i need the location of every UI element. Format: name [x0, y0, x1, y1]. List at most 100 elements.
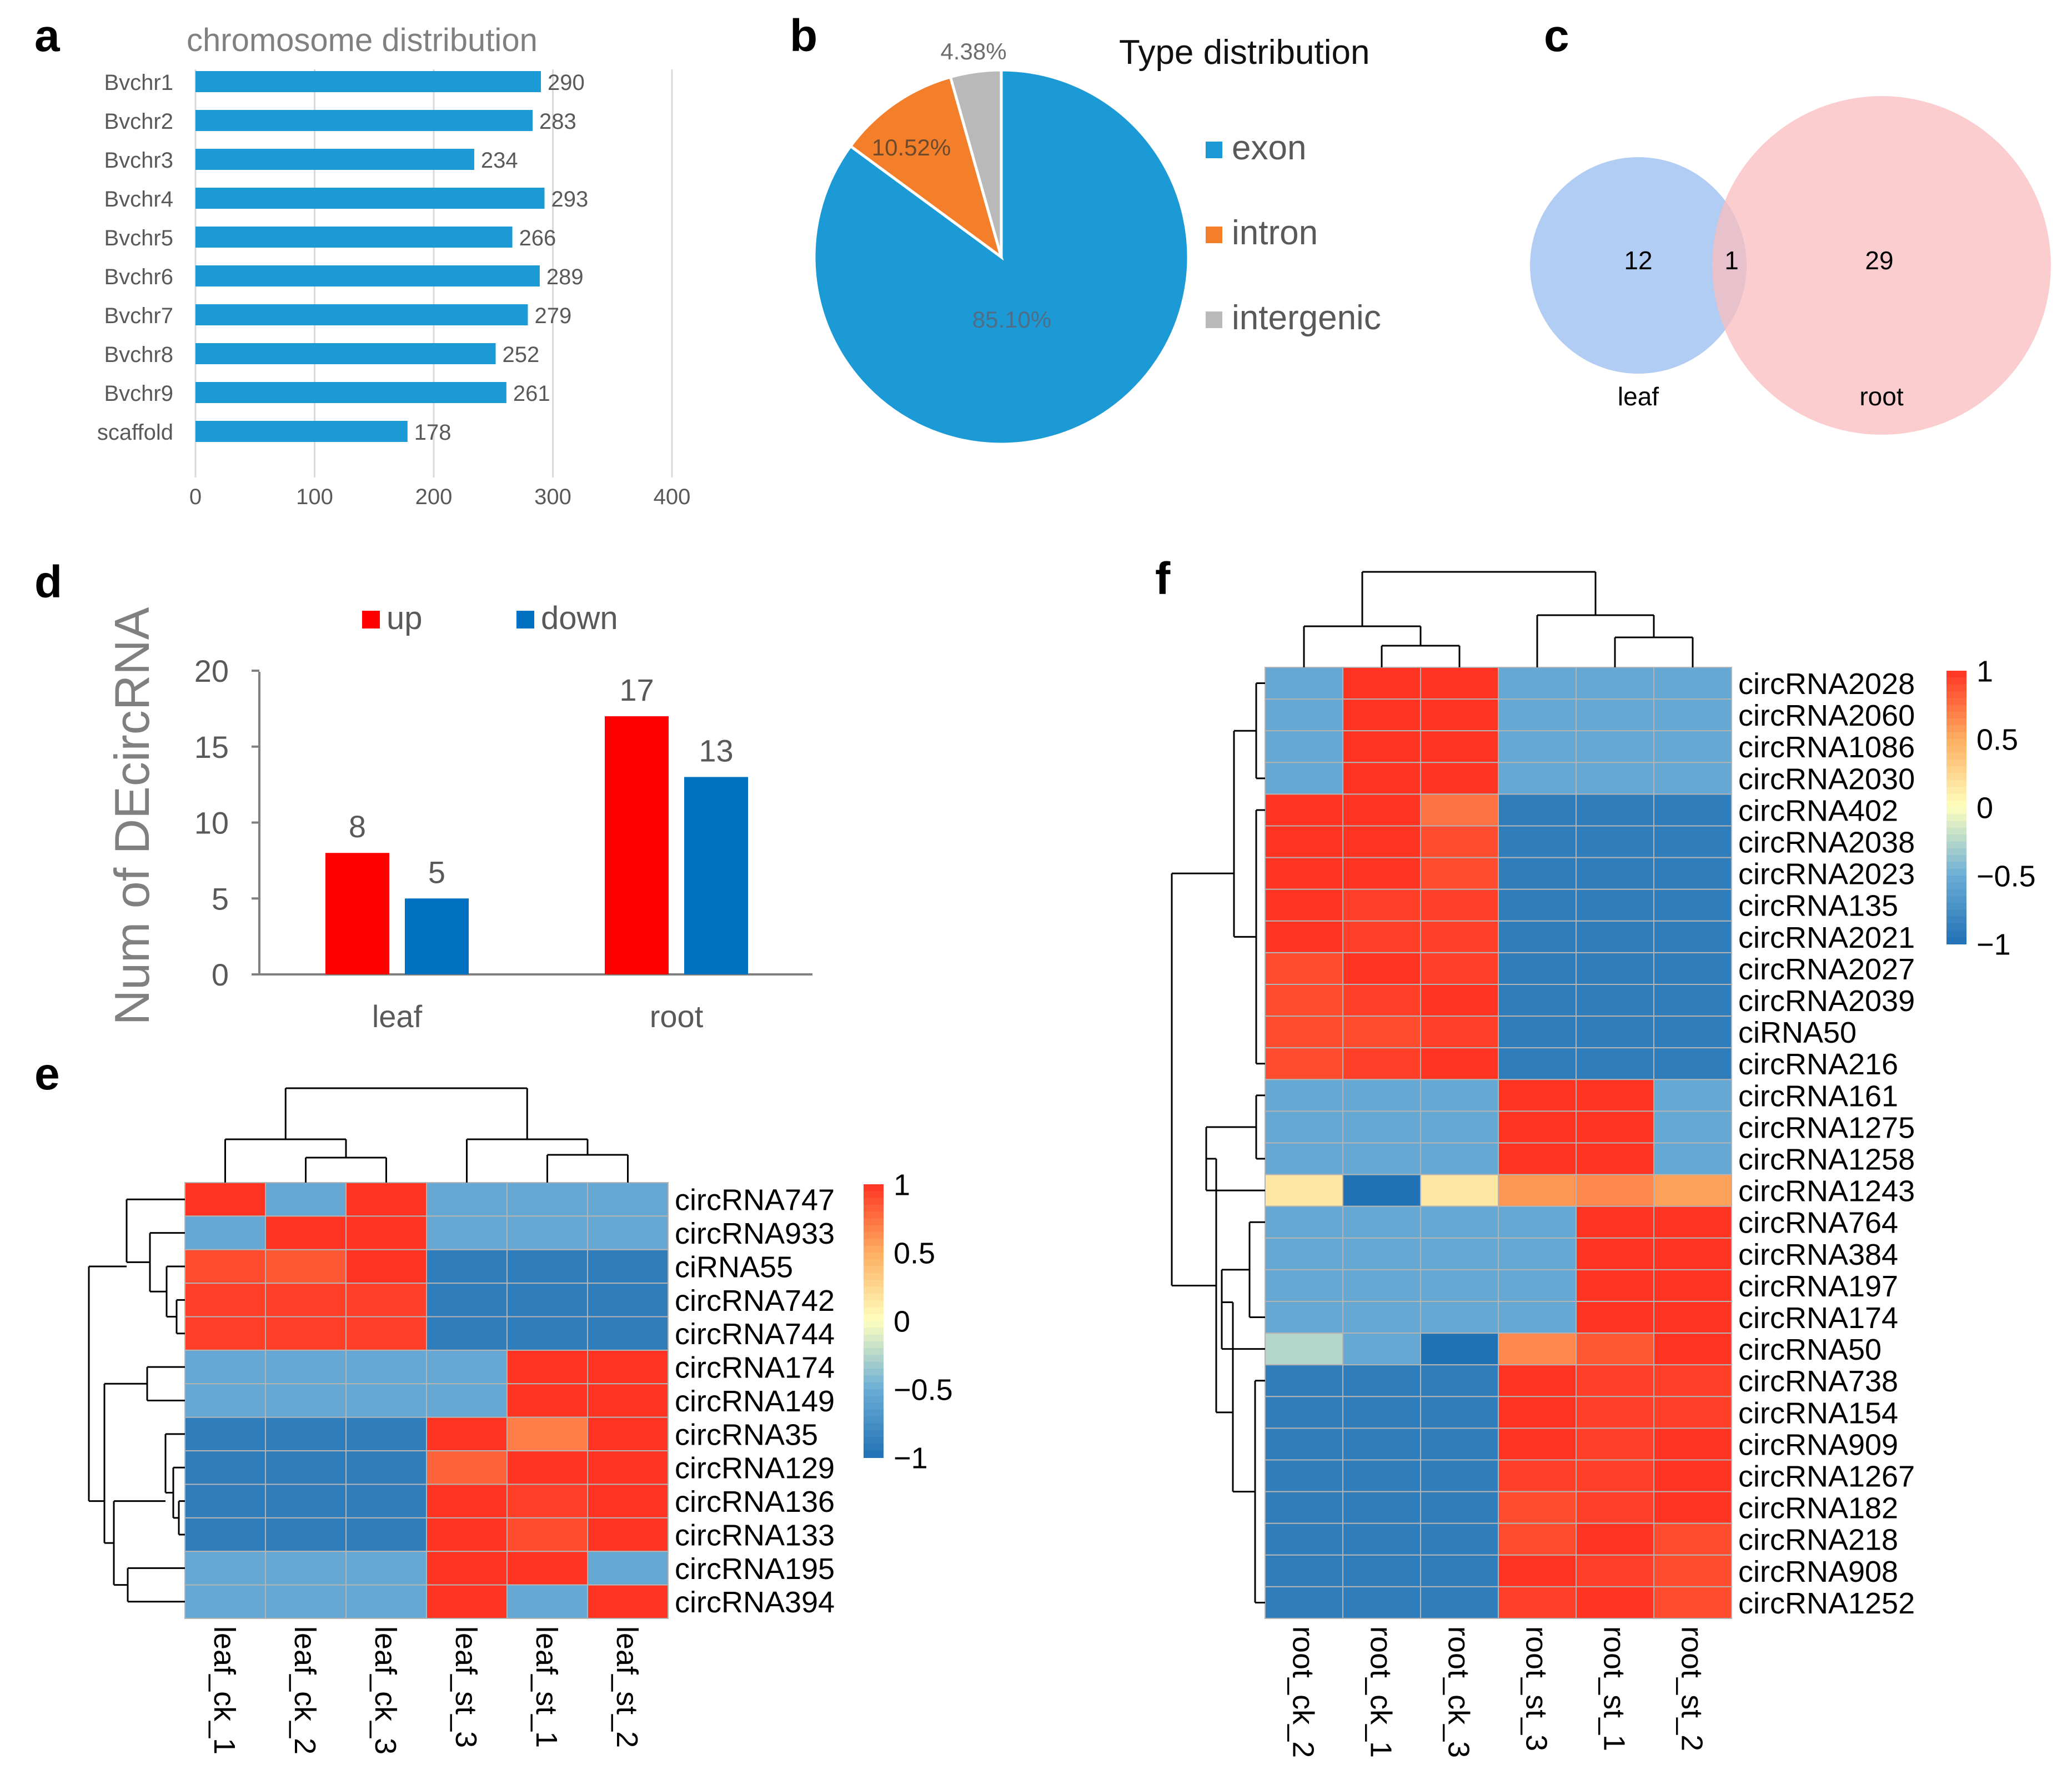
column-dendrogram-branch — [546, 1154, 629, 1183]
heatmap-cell — [1265, 1269, 1343, 1302]
heatmap-cell — [1265, 1301, 1343, 1334]
bar-value-label: 293 — [551, 187, 588, 212]
row-label: circRNA1258 — [1738, 1143, 1915, 1176]
row-label: circRNA216 — [1738, 1048, 1898, 1081]
colorbar-segment — [1946, 773, 1966, 781]
colorbar-segment — [864, 1307, 884, 1315]
heatmap-cell — [587, 1182, 669, 1217]
colorbar-segment — [864, 1382, 884, 1390]
heatmap-cell — [1342, 1015, 1421, 1049]
heatmap-cell — [345, 1316, 427, 1351]
heatmap-cell — [587, 1249, 669, 1284]
heatmap-cell — [1342, 1396, 1421, 1429]
heatmap-cell — [1420, 857, 1499, 890]
heatmap-cell — [506, 1283, 588, 1318]
category-label: Bvchr6 — [104, 265, 174, 289]
column-dendrogram-branch — [224, 1138, 347, 1183]
heatmap-cell — [1576, 1205, 1654, 1239]
bar-chart-chromosome: chromosome distribution 0 100 200 300 400 Bvch… — [97, 22, 691, 509]
heatmap-cell — [426, 1249, 508, 1284]
heatmap-cell — [1653, 1301, 1732, 1334]
colorbar-tick-label: 1 — [1976, 655, 1993, 688]
bar — [195, 149, 474, 170]
heatmap-cell — [1420, 825, 1499, 858]
heatmap-cell — [345, 1517, 427, 1552]
heatmap-cell — [1342, 730, 1421, 763]
x-tick-label: 300 — [534, 485, 571, 509]
heatmap-cell — [426, 1316, 508, 1351]
heatmap-cell — [1653, 857, 1732, 890]
colorbar-segment — [864, 1341, 884, 1349]
category-label: Bvchr9 — [104, 381, 174, 406]
row-dendrogram-branch — [1233, 730, 1256, 938]
pie-slice — [949, 68, 1003, 258]
heatmap-cell — [1265, 1110, 1343, 1144]
heatmap-cell — [1265, 1364, 1343, 1397]
row-dendrogram-branch — [1255, 682, 1265, 780]
heatmap-cell — [1576, 1079, 1654, 1112]
heatmap-cell — [1265, 698, 1343, 732]
heatmap-cell — [1420, 762, 1499, 795]
bar — [195, 343, 496, 364]
heatmap-cell — [1342, 825, 1421, 858]
pie-chart-type: 85.10% 10.52% 4.38% Type distribution exon in… — [812, 33, 1381, 446]
row-dendrogram-branch — [1254, 1380, 1265, 1603]
legend-label: down — [541, 600, 618, 636]
heatmap-cell — [265, 1215, 347, 1250]
heatmap-cell — [506, 1349, 588, 1385]
colorbar-segment — [1946, 671, 1966, 678]
row-label: circRNA182 — [1738, 1492, 1898, 1525]
heatmap-cell — [345, 1416, 427, 1452]
heatmap-cell — [184, 1450, 266, 1485]
heatmap-cell — [1498, 1079, 1577, 1112]
venn-count-root: 29 — [1865, 246, 1893, 275]
row-label: circRNA136 — [675, 1485, 835, 1519]
heatmap-cell — [1342, 888, 1421, 922]
column-label: leaf_ck_2 — [288, 1626, 322, 1754]
heatmap-cell — [1420, 1015, 1499, 1049]
colorbar-segment — [864, 1245, 884, 1253]
bar-value-label: 279 — [534, 304, 571, 328]
heatmap-cell — [426, 1182, 508, 1217]
column-label: root_ck_2 — [1287, 1626, 1320, 1758]
column-label: leaf_st_3 — [449, 1626, 483, 1748]
colorbar-tick-label: 0.5 — [894, 1236, 935, 1270]
heatmap-cell — [506, 1316, 588, 1351]
column-label: leaf_ck_3 — [369, 1626, 402, 1754]
heatmap-cell — [1420, 1333, 1499, 1366]
heatmap-cell — [1576, 1015, 1654, 1049]
heatmap-cell — [1653, 920, 1732, 953]
panel-e: e circRNA747circRNA933ciRNA55circRNA742c… — [34, 1049, 953, 1754]
heatmap-cell — [1576, 1110, 1654, 1144]
colorbar-segment — [864, 1389, 884, 1397]
row-dendrogram-branch — [175, 1299, 185, 1335]
heatmap-cell — [1420, 698, 1499, 732]
heatmap-leaf: circRNA747circRNA933ciRNA55circRNA742cir… — [88, 1087, 953, 1754]
legend-label: intron — [1232, 214, 1318, 252]
x-category-label: root — [650, 999, 704, 1034]
heatmap-cell — [1498, 762, 1577, 795]
heatmap-cell — [587, 1450, 669, 1485]
heatmap-cell — [1265, 762, 1343, 795]
colorbar-segment — [1946, 684, 1966, 692]
colorbar-segment — [864, 1396, 884, 1404]
heatmap-cell — [1342, 1047, 1421, 1080]
row-dendrogram-branch — [1255, 1094, 1265, 1160]
colorbar-segment — [864, 1191, 884, 1199]
bar — [195, 188, 545, 209]
heatmap-cell — [1576, 952, 1654, 985]
colorbar-segment — [1946, 725, 1966, 733]
heatmap-cell — [345, 1551, 427, 1586]
heatmap-cell — [184, 1215, 266, 1250]
row-label: circRNA1275 — [1738, 1111, 1915, 1144]
heatmap-cell — [1498, 1554, 1577, 1587]
column-label: root_st_1 — [1598, 1626, 1631, 1751]
colorbar-segment — [1946, 903, 1966, 911]
heatmap-root: circRNA2028circRNA2060circRNA1086circRNA… — [1171, 571, 2036, 1758]
colorbar-segment — [1946, 896, 1966, 904]
row-label: circRNA384 — [1738, 1238, 1898, 1271]
heatmap-cell — [426, 1283, 508, 1318]
panel-b: b 85.10% 10.52% 4.38% Type distribution exon… — [790, 11, 1381, 446]
colorbar-segment — [864, 1444, 884, 1451]
heatmap-cell — [1265, 1396, 1343, 1429]
